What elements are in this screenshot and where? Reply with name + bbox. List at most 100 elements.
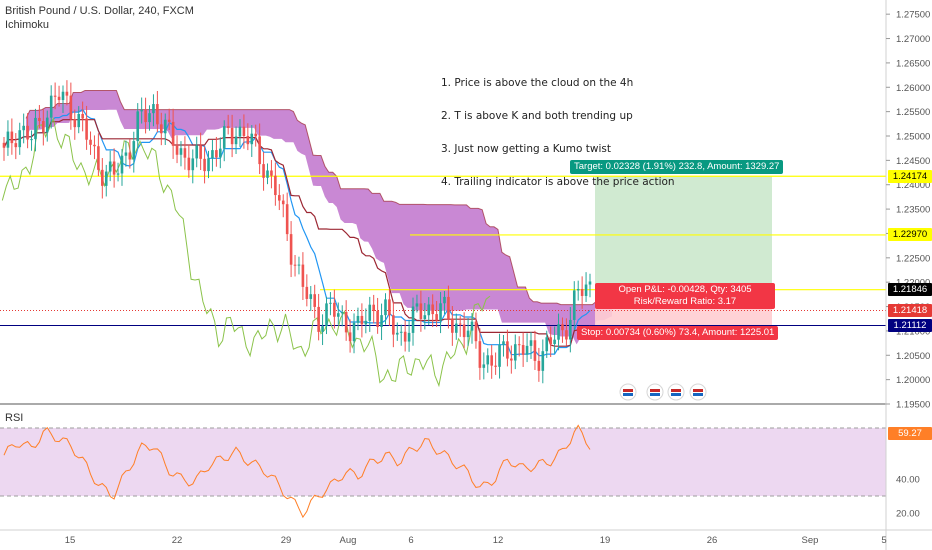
us-flag-icon[interactable] (646, 383, 664, 401)
candle-body (144, 110, 147, 123)
candle-body (348, 332, 352, 342)
candle-body (57, 96, 61, 101)
candle-body (415, 303, 419, 307)
time-tick-label: 15 (65, 535, 76, 546)
candle-body (10, 131, 14, 144)
candle-body (537, 360, 541, 371)
candle-body (313, 294, 316, 307)
candle-body (325, 303, 328, 327)
candle-body (152, 104, 155, 114)
candle-body (207, 158, 210, 172)
grid (0, 403, 932, 531)
tenkan-line (3, 108, 591, 357)
price-tick-label: 1.20000 (896, 375, 930, 386)
note-line: 4. Trailing indicator is above the price… (441, 176, 675, 188)
candle-body (502, 341, 505, 345)
price-axis[interactable]: 1.27500 1.27000 1.26500 1.26000 1.25500 1.250… (885, 0, 930, 550)
candle-body (431, 304, 434, 315)
time-tick-label: Aug (340, 535, 357, 546)
us-flag-icon[interactable] (667, 383, 685, 401)
candle-body (285, 204, 289, 235)
candle-body (376, 311, 379, 327)
price-tag-target: 1.24174 (888, 169, 932, 183)
candle-body (317, 306, 320, 332)
candle-body (336, 313, 340, 317)
candle-body (289, 234, 293, 265)
us-flag-icon[interactable] (689, 383, 707, 401)
candle-body (454, 323, 458, 333)
candle-body (403, 331, 407, 342)
candle-body (545, 337, 549, 352)
candle-body (219, 148, 222, 158)
event-icons[interactable] (619, 383, 707, 401)
candle-body (199, 145, 202, 159)
candle-body (462, 324, 466, 338)
candle-body (297, 264, 301, 266)
candle-body (108, 161, 112, 172)
risk-reward-text: Risk/Reward Ratio: 3.17 (633, 296, 737, 307)
candle-body (132, 141, 136, 160)
price-tick-label: 1.27000 (896, 34, 930, 45)
candle-body (61, 91, 65, 101)
candle-body (191, 158, 195, 171)
candle-body (494, 365, 497, 367)
uk-flag-icon[interactable] (619, 383, 637, 401)
candle-body (474, 321, 478, 342)
price-tick-label: 1.27500 (896, 10, 930, 21)
event-icon-stripe (650, 389, 660, 392)
price-tick-label: 1.26000 (896, 83, 930, 94)
time-tick-label: 22 (172, 535, 183, 546)
candle-body (2, 142, 6, 148)
candle-body (65, 91, 69, 96)
candle-body (97, 146, 100, 170)
candle-body (411, 306, 415, 333)
candle-body (187, 157, 191, 171)
price-tag-stop: 1.21112 (888, 318, 932, 332)
event-icon-stripe (650, 393, 660, 396)
candle-body (549, 337, 552, 345)
candle-body (246, 135, 250, 145)
ichimoku-cloud (25, 89, 613, 345)
rsi-value-tag: 59.27 (888, 427, 932, 440)
candle-body (439, 303, 442, 321)
candle-body (301, 264, 305, 287)
candle-body (309, 294, 313, 299)
candle-body (42, 121, 45, 133)
price-tick-label: 1.26500 (896, 58, 930, 69)
time-tick-label: 6 (408, 535, 413, 546)
price-tag-line: 1.22970 (888, 228, 932, 242)
stop-badge[interactable]: Stop: 0.00734 (0.60%) 73.4, Amount: 1225… (577, 326, 779, 340)
candle-body (340, 312, 344, 314)
candle-body (211, 150, 214, 159)
candle-body (443, 296, 446, 304)
note-line: 3. Just now getting a Kumo twist (441, 143, 611, 155)
price-tick-label: 1.20500 (896, 351, 930, 362)
time-tick-label: 5 (881, 535, 886, 546)
candle-body (258, 136, 261, 165)
candle-body (226, 126, 230, 128)
note-line: 1. Price is above the cloud on the 4h (441, 77, 634, 89)
price-tag-entry: 1.21846 (888, 283, 932, 297)
candle-body (470, 321, 474, 331)
candle-body (388, 299, 391, 316)
candle-body (167, 119, 171, 122)
candle-body (513, 344, 517, 361)
price-tag-last: 1.21418 (888, 304, 932, 318)
target-badge[interactable]: Target: 0.02328 (1.91%) 232.8, Amount: 1… (570, 160, 784, 174)
candle-body (419, 303, 423, 320)
candle-body (344, 312, 348, 333)
candle-body (525, 345, 529, 355)
candle-body (14, 143, 18, 148)
rsi-pane: 40.00 20.00 (0, 424, 920, 520)
candle-body (352, 322, 356, 342)
candle-body (321, 326, 324, 332)
pnl-badge[interactable]: Open P&L: -0.00428, Qty: 3405 Risk/Rewar… (595, 283, 775, 309)
candle-body (18, 130, 22, 148)
candle-body (262, 164, 265, 178)
candle-body (281, 200, 285, 205)
event-icon-stripe (693, 393, 703, 396)
candle-body (329, 302, 332, 304)
time-axis[interactable]: 15 22 29 Aug 6 12 19 26 Sep 5 (65, 535, 887, 546)
candle-body (466, 330, 470, 338)
